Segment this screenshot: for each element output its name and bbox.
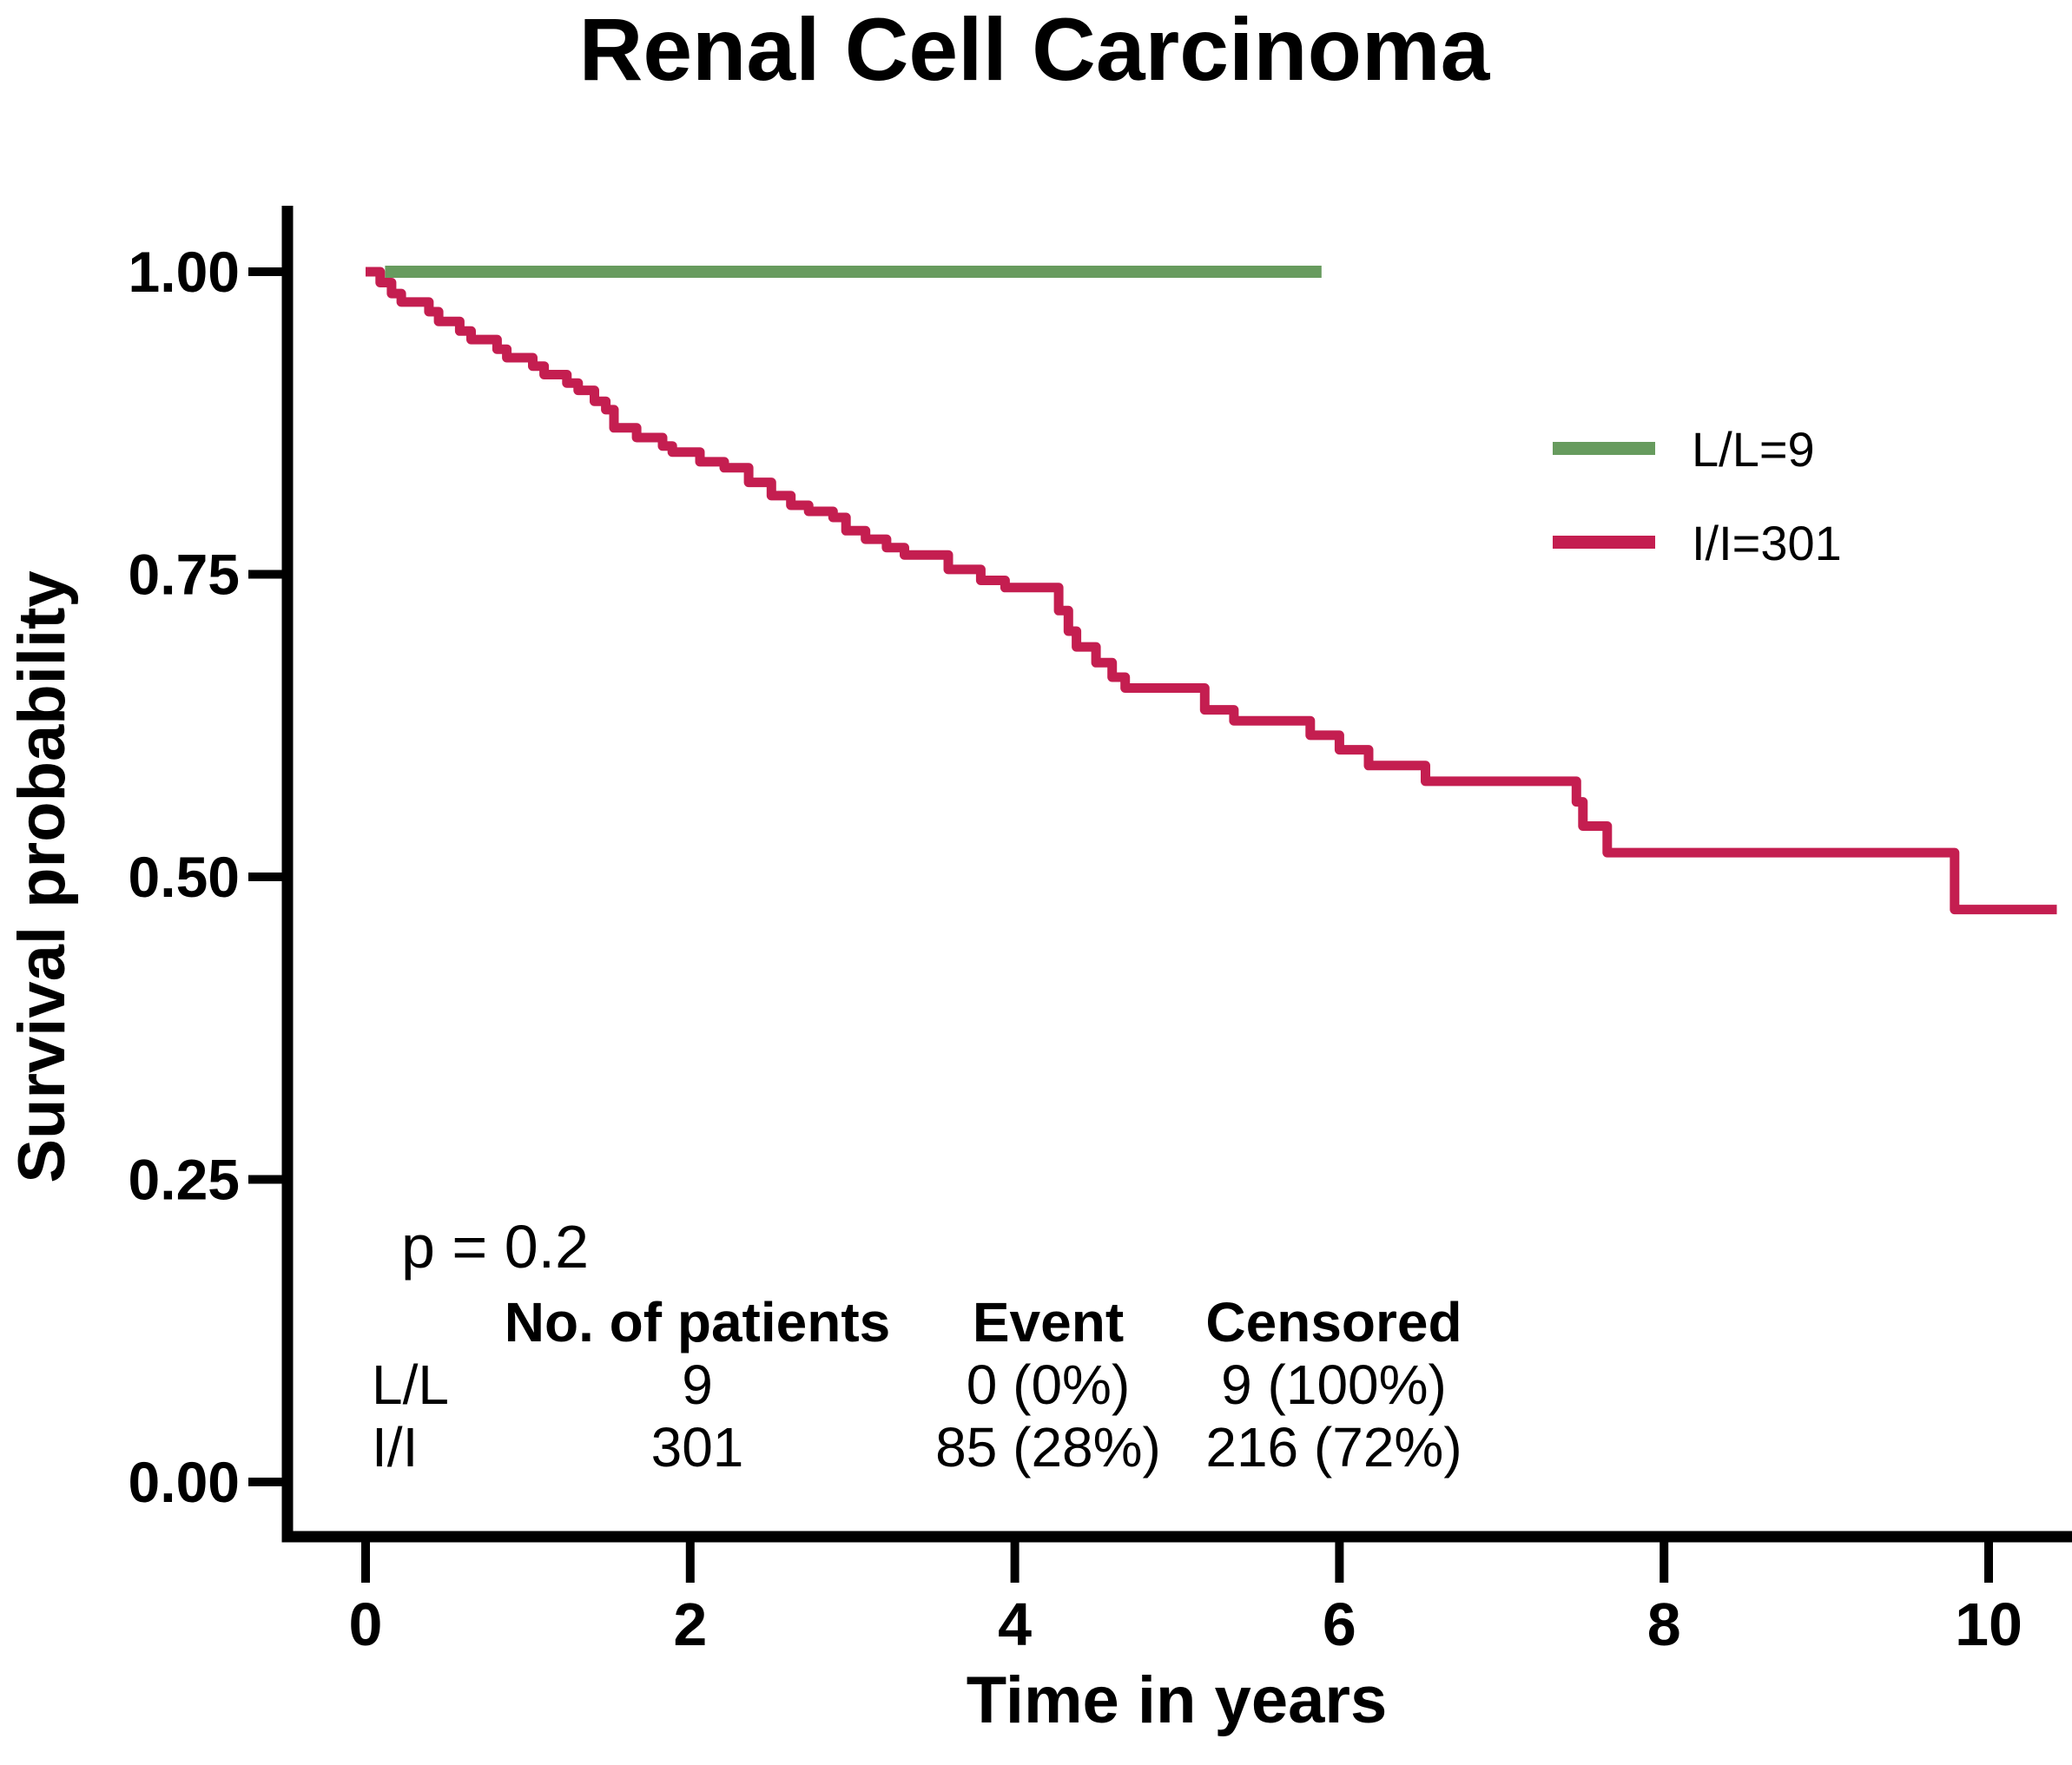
x-tick-label: 10 (1955, 1590, 2023, 1658)
legend-swatch-ii (1553, 536, 1655, 549)
legend: L/L=9 I/I=301 (1553, 422, 1842, 570)
row-ii-censored: 216 (72%) (1205, 1416, 1462, 1479)
x-tick-label: 6 (1323, 1590, 1356, 1658)
x-axis-label: Time in years (967, 1663, 1387, 1737)
table-header-patients: No. of patients (505, 1291, 890, 1353)
y-axis-label: Survival probability (5, 570, 79, 1182)
legend-label-ii: I/I=301 (1692, 516, 1842, 570)
table-row: I/I 301 85 (28%) 216 (72%) (372, 1416, 1462, 1479)
y-tick-label: 0.50 (129, 845, 240, 909)
table-row: L/L 9 0 (0%) 9 (100%) (372, 1353, 1447, 1416)
y-tick-label: 0.75 (129, 543, 240, 607)
summary-table: No. of patients Event Censored L/L 9 0 (… (372, 1291, 1462, 1479)
row-ll-censored: 9 (100%) (1221, 1353, 1447, 1416)
y-tick-label: 0.00 (129, 1450, 240, 1514)
y-tick-label: 0.25 (129, 1148, 240, 1212)
row-label-ll: L/L (372, 1353, 449, 1416)
row-label-ii: I/I (372, 1416, 418, 1479)
legend-label-ll: L/L=9 (1692, 422, 1815, 477)
row-ii-patients: 301 (651, 1416, 744, 1479)
row-ll-event: 0 (0%) (967, 1353, 1131, 1416)
row-ll-patients: 9 (682, 1353, 713, 1416)
p-value: p = 0.2 (401, 1213, 589, 1281)
x-tick-label: 2 (673, 1590, 707, 1658)
legend-swatch-ll (1553, 442, 1655, 455)
x-tick-label: 8 (1647, 1590, 1681, 1658)
x-tick-label: 4 (998, 1590, 1032, 1658)
table-header-censored: Censored (1205, 1291, 1462, 1353)
table-header-event: Event (973, 1291, 1124, 1353)
y-tick-label: 1.00 (129, 240, 240, 304)
plot-area: 0 2 4 6 8 10 1.00 0.75 0.50 0.25 0.00 (129, 240, 2057, 1658)
chart-title: Renal Cell Carcinoma (579, 0, 1491, 99)
row-ii-event: 85 (28%) (935, 1416, 1161, 1479)
survival-curve-ii (366, 267, 2057, 915)
x-tick-label: 0 (349, 1590, 383, 1658)
